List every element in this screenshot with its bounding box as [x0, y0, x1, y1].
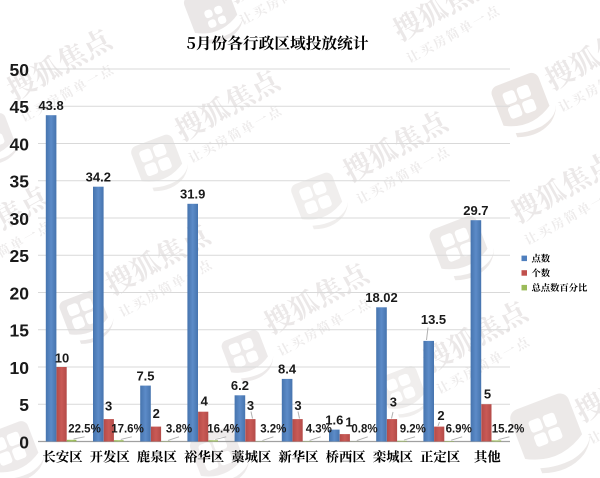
svg-text:45: 45: [10, 97, 30, 117]
svg-text:3: 3: [247, 398, 254, 413]
svg-text:2: 2: [153, 406, 160, 421]
svg-text:4: 4: [201, 394, 209, 409]
svg-text:3.2%: 3.2%: [260, 423, 286, 435]
svg-text:17.6%: 17.6%: [111, 423, 144, 435]
svg-text:5: 5: [19, 395, 29, 415]
svg-text:6.9%: 6.9%: [446, 423, 472, 435]
svg-text:13.5: 13.5: [421, 312, 446, 327]
svg-text:22.5%: 22.5%: [68, 423, 101, 435]
svg-text:40: 40: [10, 134, 30, 154]
svg-text:30: 30: [10, 209, 30, 229]
svg-text:0.8%: 0.8%: [351, 423, 377, 435]
svg-text:50: 50: [10, 60, 30, 80]
svg-text:5: 5: [484, 387, 491, 402]
svg-text:10: 10: [55, 351, 69, 366]
svg-text:15: 15: [10, 321, 30, 341]
svg-text:25: 25: [10, 246, 30, 266]
svg-text:16.4%: 16.4%: [207, 423, 240, 435]
svg-text:3: 3: [294, 398, 301, 413]
svg-text:1: 1: [345, 415, 352, 430]
svg-text:3: 3: [390, 395, 397, 410]
svg-text:15.2%: 15.2%: [492, 423, 525, 435]
svg-text:3: 3: [105, 399, 112, 414]
svg-text:8.4: 8.4: [278, 362, 297, 377]
svg-text:3.8%: 3.8%: [166, 423, 192, 435]
svg-text:34.2: 34.2: [86, 169, 111, 184]
svg-text:43.8: 43.8: [38, 98, 63, 113]
svg-text:0: 0: [19, 432, 29, 452]
svg-text:7.5: 7.5: [136, 368, 154, 383]
svg-text:2: 2: [437, 408, 444, 423]
svg-text:29.7: 29.7: [463, 203, 488, 218]
svg-text:18.02: 18.02: [365, 290, 398, 305]
svg-text:20: 20: [10, 283, 30, 303]
svg-text:10: 10: [10, 358, 30, 378]
svg-text:1.6: 1.6: [325, 412, 343, 427]
svg-text:6.2: 6.2: [231, 378, 249, 393]
svg-text:35: 35: [10, 172, 30, 192]
svg-text:9.2%: 9.2%: [400, 423, 426, 435]
svg-text:31.9: 31.9: [180, 187, 205, 202]
svg-text:4.3%: 4.3%: [306, 423, 332, 435]
